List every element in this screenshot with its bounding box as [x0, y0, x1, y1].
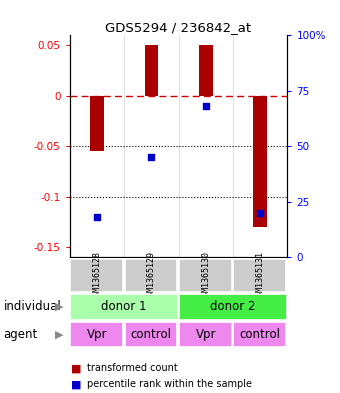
Text: GSM1365128: GSM1365128 — [92, 251, 101, 301]
Bar — [179, 321, 232, 347]
Text: GSM1365130: GSM1365130 — [201, 251, 210, 301]
Bar — [70, 321, 123, 347]
Bar — [234, 321, 286, 347]
Point — [257, 210, 263, 216]
Text: ▶: ▶ — [55, 329, 64, 340]
Bar — [125, 321, 177, 347]
Text: GSM1365129: GSM1365129 — [147, 251, 156, 301]
Text: GSM1365131: GSM1365131 — [256, 251, 265, 301]
Text: donor 2: donor 2 — [210, 300, 256, 314]
Text: agent: agent — [3, 328, 38, 341]
Bar — [199, 46, 212, 96]
Point — [203, 103, 208, 110]
Text: individual: individual — [3, 300, 61, 314]
Text: ▶: ▶ — [55, 302, 64, 312]
Text: control: control — [240, 328, 280, 341]
Bar — [144, 46, 158, 96]
Bar — [253, 96, 267, 227]
Text: percentile rank within the sample: percentile rank within the sample — [87, 379, 252, 389]
Bar — [234, 259, 286, 292]
Point — [149, 154, 154, 161]
Text: ■: ■ — [71, 363, 82, 373]
Text: Vpr: Vpr — [195, 328, 216, 341]
Text: ■: ■ — [71, 379, 82, 389]
Bar — [70, 259, 123, 292]
Bar — [179, 294, 287, 320]
Title: GDS5294 / 236842_at: GDS5294 / 236842_at — [105, 21, 252, 34]
Text: transformed count: transformed count — [87, 363, 177, 373]
Text: Vpr: Vpr — [87, 328, 107, 341]
Text: donor 1: donor 1 — [101, 300, 147, 314]
Point — [94, 214, 100, 220]
Bar — [90, 96, 104, 151]
Bar — [70, 294, 178, 320]
Bar — [179, 259, 232, 292]
Text: control: control — [131, 328, 172, 341]
Bar — [125, 259, 177, 292]
